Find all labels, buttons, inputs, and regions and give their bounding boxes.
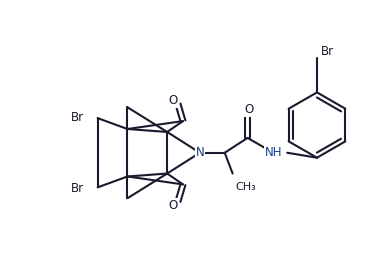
Text: N: N xyxy=(196,146,204,159)
Text: Br: Br xyxy=(321,45,334,58)
Text: O: O xyxy=(168,199,178,212)
Text: Br: Br xyxy=(70,111,84,124)
Text: O: O xyxy=(244,103,253,116)
Text: Br: Br xyxy=(70,182,84,195)
Text: CH₃: CH₃ xyxy=(236,182,256,192)
Text: NH: NH xyxy=(265,146,282,159)
Text: O: O xyxy=(168,94,178,107)
